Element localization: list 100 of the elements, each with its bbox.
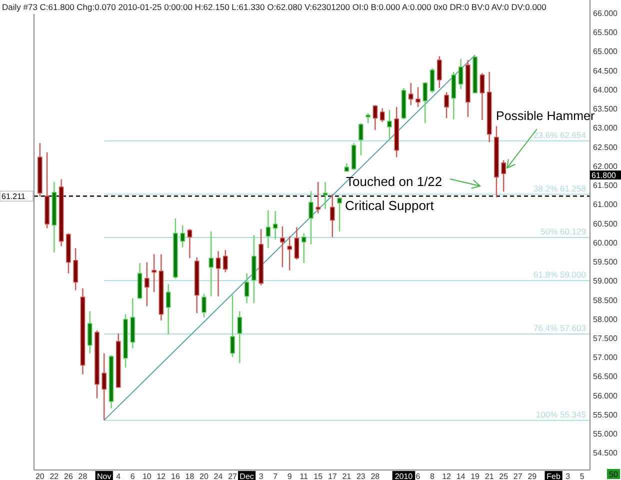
x-tick-label: Feb bbox=[546, 472, 561, 480]
x-tick-label: 11 bbox=[300, 472, 309, 480]
candlestick bbox=[480, 72, 485, 121]
x-tick-label: 9 bbox=[287, 472, 292, 480]
candlestick bbox=[380, 108, 385, 123]
y-tick-label: 55.000 bbox=[593, 430, 618, 439]
y-tick-label: 56.000 bbox=[593, 391, 618, 400]
candlestick bbox=[358, 122, 364, 156]
x-tick-label: 3 bbox=[566, 472, 571, 480]
candlestick bbox=[501, 160, 506, 192]
text: 50 bbox=[609, 470, 618, 479]
candlestick bbox=[187, 228, 192, 259]
y-tick-label: 61.500 bbox=[593, 181, 618, 190]
candlestick bbox=[287, 236, 292, 271]
candlestick bbox=[408, 82, 414, 106]
candlestick bbox=[244, 272, 250, 304]
x-tick-label: 6 bbox=[130, 472, 136, 480]
y-tick-label: 64.000 bbox=[593, 85, 618, 94]
candlestick bbox=[301, 232, 306, 264]
y-tick-label: 62.500 bbox=[593, 142, 618, 152]
y-tick-label: 57.000 bbox=[593, 353, 618, 362]
candlestick bbox=[73, 248, 78, 291]
y-tick-label: 63.000 bbox=[593, 124, 618, 133]
candlestick bbox=[372, 104, 378, 131]
y-tick-label: 57.500 bbox=[593, 334, 618, 343]
ref-line-label: 50% 60.129 bbox=[540, 226, 586, 236]
x-tick-label: 3 bbox=[258, 472, 264, 480]
candlestick bbox=[202, 293, 206, 318]
ref-line-label: Critical Support bbox=[345, 198, 434, 214]
ref-line-label: 38.2% 61.258 bbox=[534, 183, 586, 194]
y-tick-label: 62.000 bbox=[593, 162, 618, 171]
x-tick-label: 14 bbox=[456, 472, 466, 480]
x-tick-label: 28 bbox=[78, 472, 88, 480]
x-tick-label: Dec bbox=[240, 472, 254, 480]
candlestick bbox=[294, 226, 300, 260]
candlestick bbox=[430, 67, 435, 94]
x-tick-label: 10 bbox=[142, 472, 152, 480]
candlestick bbox=[266, 210, 271, 249]
annotation: Possible Hammer bbox=[496, 109, 595, 123]
y-tick-label: 60.500 bbox=[593, 219, 618, 228]
text: 61.211 bbox=[2, 192, 26, 202]
x-tick-label: 7 bbox=[273, 472, 278, 480]
chart-title: Daily #73 C:61.800 Chg:0.070 2010-01-25 0:00:00 H:62.150 L:61.330 O:62.080 V:62301200 OI:0 B:0.000 A:0.000 0x0 DR:0 BV:0 AV:0 DV:0.000 bbox=[2, 2, 547, 12]
y-tick-label: 59.000 bbox=[593, 276, 618, 286]
y-tick-label: 64.500 bbox=[593, 66, 618, 76]
annotation: Touched on 1/22 bbox=[346, 174, 442, 189]
x-tick-label: 23 bbox=[356, 472, 366, 480]
y-tick-label: 58.500 bbox=[593, 296, 618, 305]
x-tick-label: 8 bbox=[430, 472, 436, 480]
candlestick bbox=[144, 262, 150, 307]
x-tick-label: 19 bbox=[470, 472, 480, 480]
x-tick-label: Nov bbox=[97, 472, 112, 480]
y-tick-label: 54.500 bbox=[593, 448, 618, 458]
y-tick-label: 58.000 bbox=[593, 314, 618, 324]
x-tick-label: 4 bbox=[116, 472, 122, 480]
ref-line-label: 76.4% 57.603 bbox=[534, 323, 586, 334]
candlestick bbox=[351, 142, 356, 171]
candlestick bbox=[102, 352, 107, 421]
x-tick-label: 12 bbox=[156, 472, 166, 480]
x-tick-label: 2010 bbox=[394, 472, 414, 480]
candlestick bbox=[458, 58, 464, 90]
x-tick-label: 20 bbox=[200, 472, 209, 480]
candlestick bbox=[87, 310, 92, 354]
y-tick-label: 65.500 bbox=[593, 28, 618, 38]
candlestick bbox=[223, 249, 228, 273]
candlestick bbox=[337, 197, 342, 232]
x-tick-label: 6 bbox=[416, 472, 421, 480]
candlestick bbox=[272, 210, 278, 240]
candlestick bbox=[230, 294, 235, 358]
y-tick-label: 63.500 bbox=[593, 104, 618, 114]
candlestick bbox=[180, 224, 185, 248]
candlestick bbox=[237, 310, 242, 364]
y-tick-label: 60.000 bbox=[593, 238, 618, 248]
x-tick-label: 21 bbox=[484, 472, 494, 480]
candlestick bbox=[152, 254, 156, 293]
x-tick-label: 28 bbox=[370, 472, 380, 480]
x-tick-label: 25 bbox=[499, 472, 509, 480]
candlestick bbox=[437, 56, 442, 89]
ref-line-label: 61.8% 59.000 bbox=[534, 270, 586, 280]
ref-line-label: 23.6% 62.654 bbox=[534, 130, 586, 140]
candlestick bbox=[216, 250, 221, 297]
candlestick bbox=[422, 82, 428, 124]
candlestick bbox=[166, 283, 171, 335]
candlestick bbox=[308, 190, 314, 245]
candlestick bbox=[330, 194, 335, 238]
candlestick bbox=[444, 92, 449, 119]
x-tick-label: 18 bbox=[185, 472, 195, 480]
x-tick-label: 21 bbox=[342, 472, 352, 480]
ref-line-label: 100% 55.345 bbox=[536, 409, 586, 420]
text: 61.800 bbox=[592, 171, 617, 180]
candlestick bbox=[322, 181, 328, 210]
x-tick-label: 22 bbox=[50, 472, 60, 480]
x-tick-label: 20 bbox=[35, 472, 45, 480]
x-tick-label: 27 bbox=[228, 472, 238, 480]
x-tick-label: 16 bbox=[171, 472, 180, 480]
x-tick-label: 15 bbox=[314, 472, 324, 480]
x-tick-label: 5 bbox=[580, 472, 585, 480]
x-tick-label: 29 bbox=[528, 472, 538, 480]
x-tick-label: 26 bbox=[64, 472, 74, 480]
y-tick-label: 56.500 bbox=[593, 372, 618, 382]
